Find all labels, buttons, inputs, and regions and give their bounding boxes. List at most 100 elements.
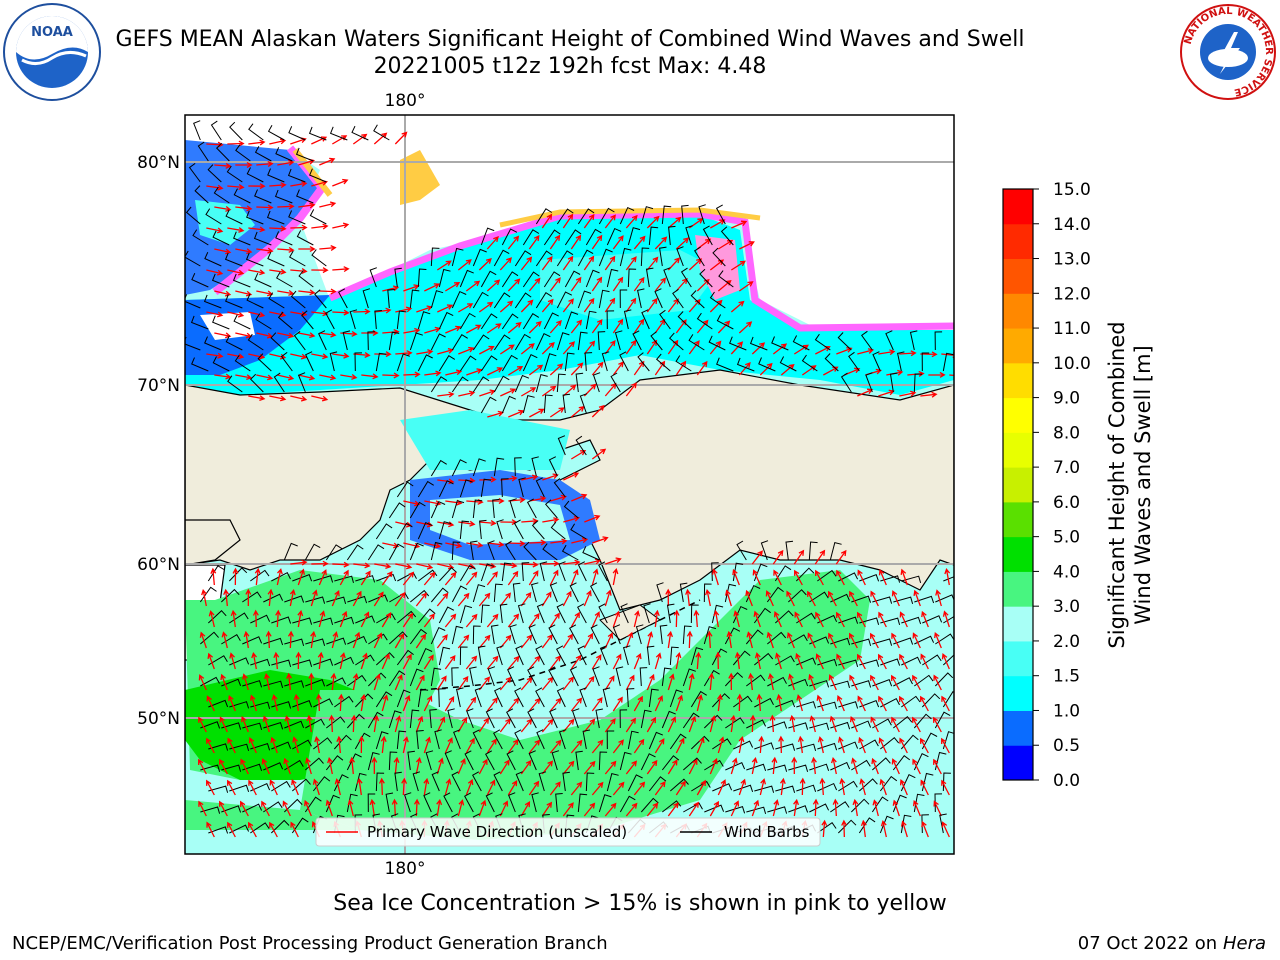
wave-direction-arrow-icon (773, 611, 782, 628)
wind-barb-icon (407, 750, 415, 771)
wave-direction-arrow-icon (465, 613, 478, 628)
wind-barb-icon (229, 743, 250, 752)
wave-direction-arrow-icon (739, 241, 755, 250)
wave-direction-arrow-icon (499, 592, 512, 607)
wind-barb-icon (207, 164, 222, 183)
wave-direction-arrow-icon (814, 549, 826, 565)
wind-barb-icon (696, 312, 713, 330)
wave-direction-arrow-icon (654, 695, 663, 712)
wave-direction-arrow-icon (269, 182, 287, 189)
wind-barb-icon (298, 270, 314, 288)
wave-direction-arrow-icon (625, 214, 638, 229)
wave-direction-arrow-icon (591, 611, 600, 628)
wave-direction-arrow-icon (591, 781, 604, 796)
wave-direction-arrow-icon (921, 610, 929, 628)
wave-direction-arrow-icon (584, 558, 602, 565)
wave-direction-arrow-icon (688, 758, 698, 775)
wind-barb-icon (234, 354, 251, 372)
wind-barb-icon (280, 351, 293, 372)
wave-direction-arrow-icon (646, 759, 658, 775)
wave-direction-arrow-icon (688, 672, 695, 691)
wind-barb-icon (893, 596, 914, 605)
wave-direction-arrow-icon (360, 611, 370, 628)
wave-direction-arrow-icon (583, 340, 596, 355)
wind-barb-icon (396, 649, 414, 666)
wind-barb-icon (643, 603, 651, 624)
wind-barb-icon (416, 730, 424, 750)
wave-direction-arrow-icon (444, 571, 457, 586)
wind-barb-icon (396, 353, 410, 372)
wind-barb-icon (585, 269, 600, 288)
wave-direction-arrow-icon (859, 778, 866, 796)
wave-direction-arrow-icon (738, 735, 745, 754)
wave-direction-arrow-icon (562, 384, 577, 397)
wind-barb-icon (548, 666, 558, 687)
wave-direction-arrow-icon (403, 371, 421, 378)
wave-direction-arrow-icon (243, 630, 250, 649)
wind-barb-icon (438, 311, 454, 330)
wind-barb-icon (464, 792, 474, 813)
wind-barb-icon (521, 562, 530, 582)
wave-direction-arrow-icon (767, 672, 774, 691)
wave-direction-arrow-icon (816, 694, 824, 712)
wind-barb-icon (796, 701, 817, 709)
colorbar-tick-label: 12.0 (1053, 284, 1091, 304)
wind-barb-icon (788, 678, 809, 687)
wind-barb-icon (535, 477, 545, 498)
wind-barb-icon (577, 645, 587, 666)
wave-direction-arrow-icon (444, 613, 457, 628)
wind-barb-icon (614, 330, 623, 351)
wind-barb-icon (556, 208, 574, 225)
wind-barb-icon (308, 126, 327, 141)
bering-light (430, 495, 570, 545)
colorbar-segment (1003, 397, 1033, 433)
wave-direction-arrow-icon (479, 345, 495, 355)
wind-barb-icon (838, 572, 859, 582)
wave-direction-arrow-icon (219, 758, 228, 775)
wave-direction-arrow-icon (550, 494, 568, 502)
wave-direction-arrow-icon (591, 234, 603, 250)
wave-direction-arrow-icon (521, 387, 537, 397)
wave-direction-arrow-icon (815, 569, 824, 586)
wind-barb-icon (474, 687, 483, 708)
wind-barb-icon (522, 394, 535, 414)
wind-barb-icon (508, 792, 516, 813)
wave-direction-arrow-icon (654, 318, 666, 334)
wind-barb-icon (429, 709, 437, 729)
wave-direction-arrow-icon (758, 735, 765, 754)
wave-direction-arrow-icon (478, 758, 488, 775)
wave-direction-arrow-icon (486, 655, 499, 670)
wave-direction-arrow-icon (878, 653, 887, 670)
wave-direction-arrow-icon (625, 760, 638, 775)
wind-barb-icon (698, 204, 706, 225)
wind-barb-icon (480, 355, 498, 372)
wind-barb-icon (325, 544, 343, 561)
wind-barb-icon (880, 736, 900, 750)
wind-barb-icon (872, 718, 892, 729)
wave-direction-arrow-icon (746, 631, 753, 649)
wave-direction-arrow-icon (466, 324, 482, 334)
wind-barb-icon (472, 248, 487, 267)
wave-direction-arrow-icon (373, 632, 383, 649)
wind-barb-icon (522, 313, 540, 330)
wind-barb-icon (848, 351, 860, 372)
chukchi-water (400, 410, 570, 470)
wave-direction-arrow-icon (709, 715, 717, 733)
wind-barb-icon (865, 372, 873, 393)
wave-direction-arrow-icon (251, 651, 258, 670)
wind-barb-icon (459, 520, 470, 540)
wind-barb-icon (736, 540, 747, 561)
wind-barb-icon (760, 540, 769, 561)
wind-barb-icon (375, 652, 395, 666)
wave-direction-arrow-icon (549, 739, 562, 754)
wind-barb-icon (830, 721, 851, 730)
wind-barb-icon (451, 376, 469, 393)
wave-direction-arrow-icon (479, 520, 497, 526)
wind-barb-icon (493, 334, 511, 351)
wave-direction-arrow-icon (625, 339, 637, 355)
wind-barb-icon (569, 666, 579, 687)
wave-direction-arrow-icon (520, 299, 534, 313)
wave-direction-arrow-icon (541, 634, 553, 649)
wind-barb-icon (464, 750, 474, 771)
wind-barb-icon (754, 742, 775, 750)
